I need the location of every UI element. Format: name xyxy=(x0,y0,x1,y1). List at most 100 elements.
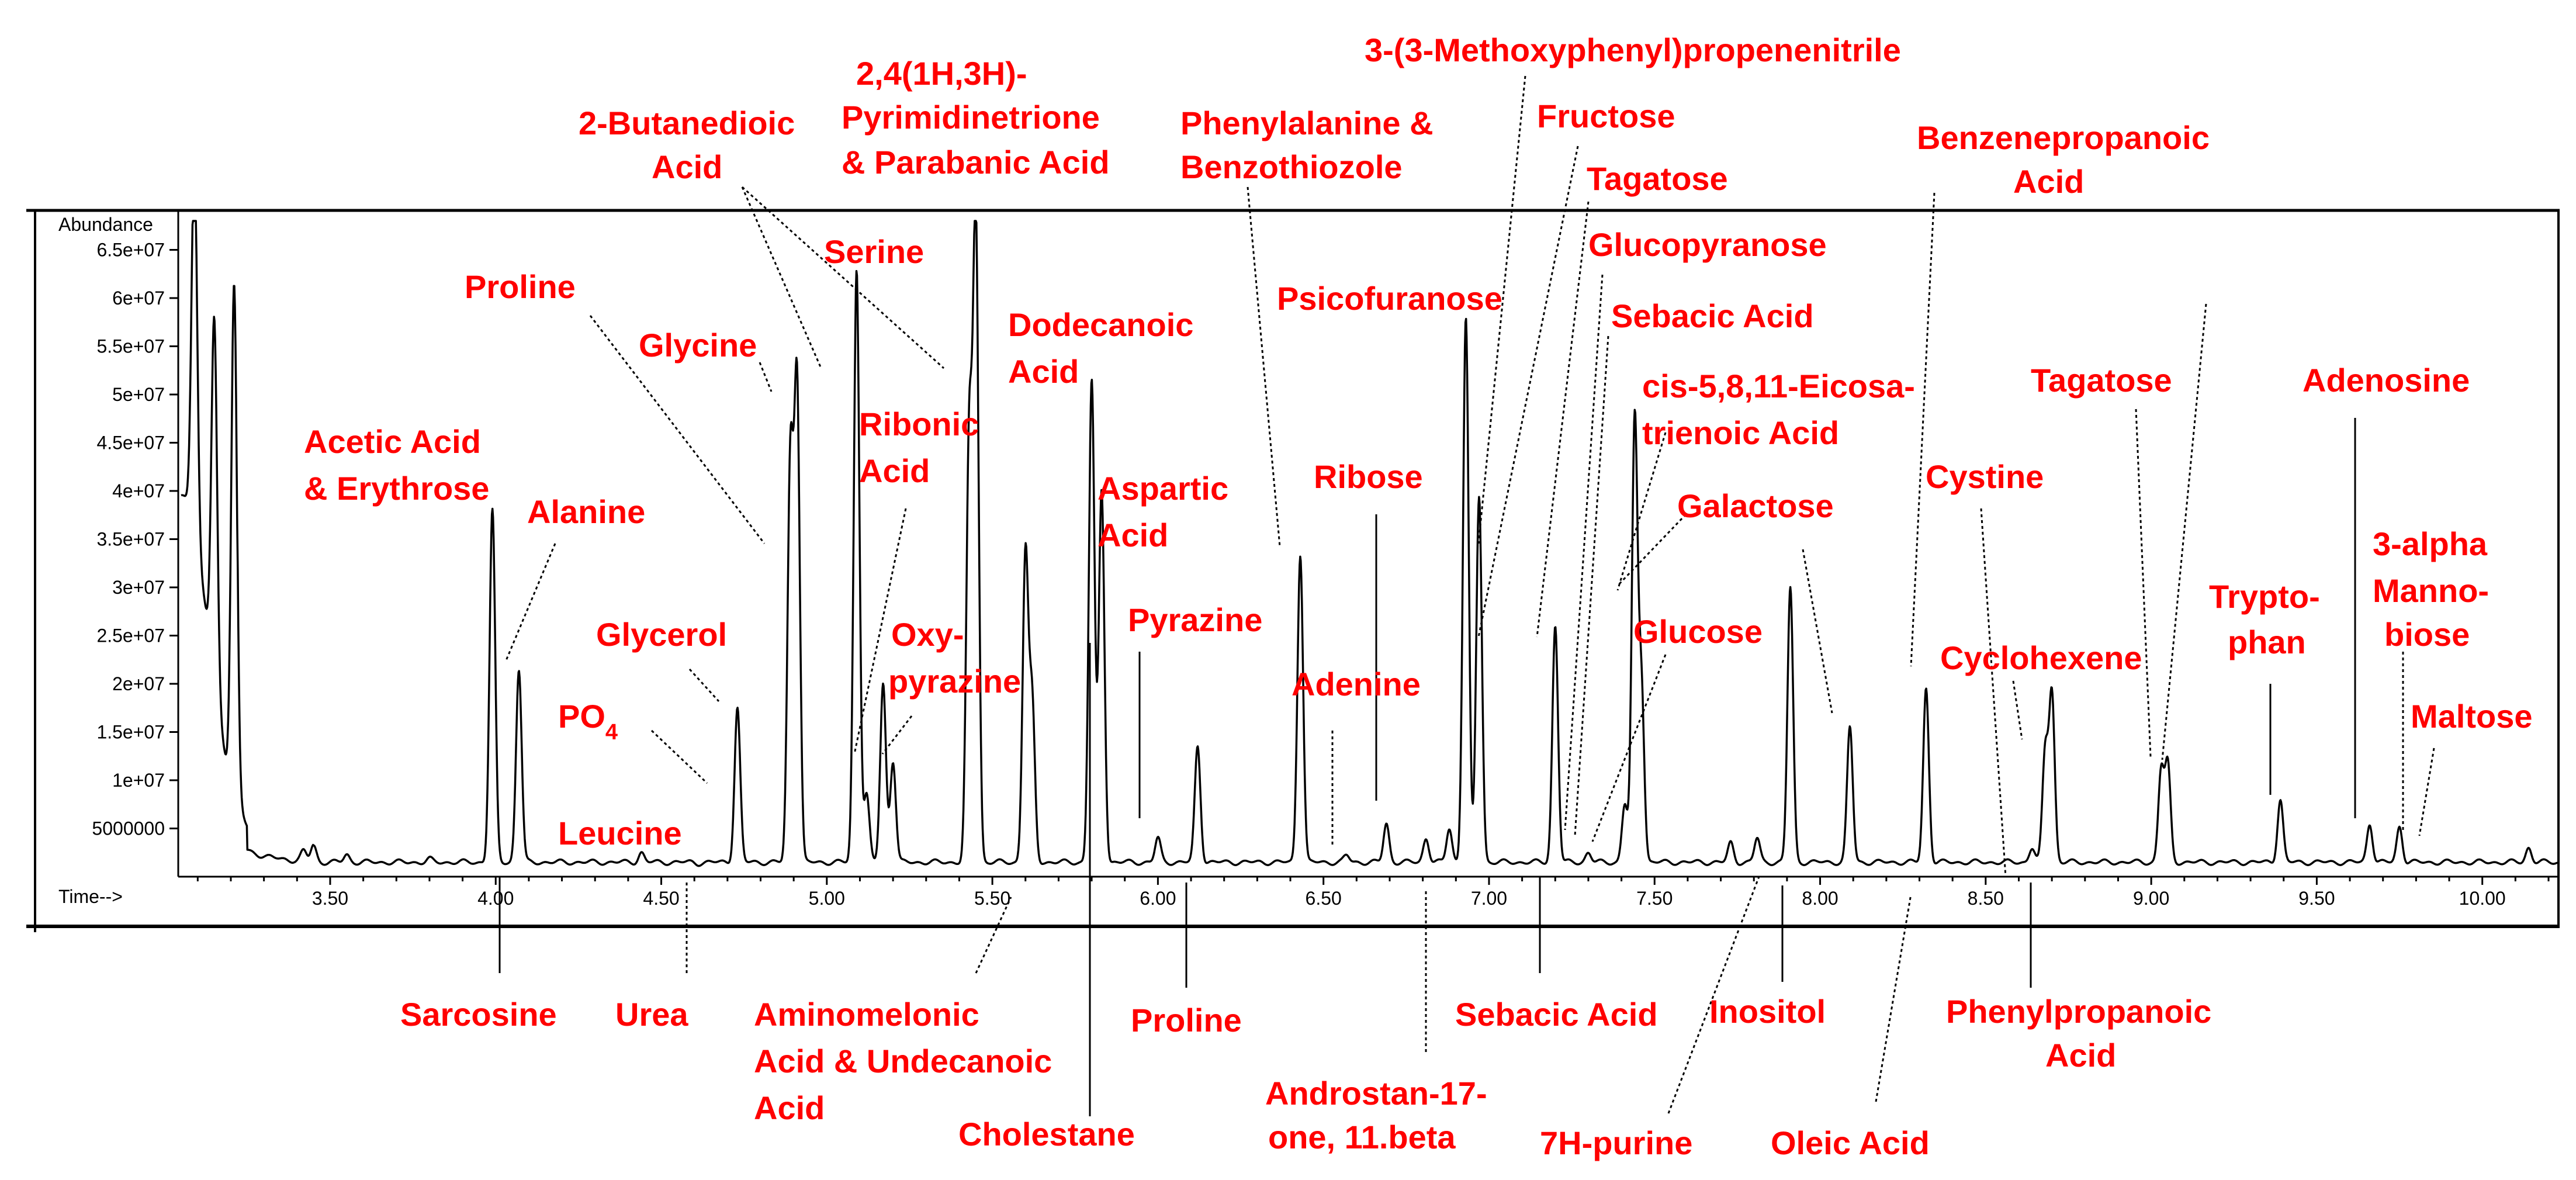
label-ribonic-acid: Acid xyxy=(859,452,930,489)
label-butanedioic-acid: Acid xyxy=(652,148,722,185)
y-tick-label: 2e+07 xyxy=(112,673,165,694)
leader-oxypyrazine xyxy=(881,715,913,755)
leader-po4 xyxy=(650,729,708,784)
label-aminomelonic: Aminomelonic xyxy=(754,996,979,1033)
label-inositol: Inositol xyxy=(1709,993,1826,1030)
leader-galactose xyxy=(1618,513,1687,586)
label-cholestane: Cholestane xyxy=(958,1116,1135,1153)
label-oxy: Oxy- xyxy=(891,616,964,653)
leader-butanedioic-a xyxy=(741,186,822,369)
y-tick-label: 5000000 xyxy=(92,818,165,839)
label-3-alpha: 3-alpha xyxy=(2373,525,2488,562)
label-tagatose-1: Tagatose xyxy=(1587,160,1728,197)
label-tryptophan: Trypto- xyxy=(2209,578,2320,615)
y-axis-title: Abundance xyxy=(58,214,153,235)
x-tick-label: 7.50 xyxy=(1636,888,1673,909)
leader-galactose-peak xyxy=(1802,549,1833,714)
y-tick-label: 4e+07 xyxy=(112,480,165,501)
label-leucine: Leucine xyxy=(558,815,682,852)
x-tick-label: 6.00 xyxy=(1140,888,1176,909)
label-benzothiozole: Benzothiozole xyxy=(1180,148,1403,185)
y-tick-label: 3.5e+07 xyxy=(96,529,165,550)
label-parabanic-acid: & Parabanic Acid xyxy=(842,144,1110,181)
x-tick-label: 5.00 xyxy=(809,888,845,909)
label-alanine: Alanine xyxy=(527,493,645,530)
y-tick-label: 5.5e+07 xyxy=(96,336,165,357)
y-tick-label: 5e+07 xyxy=(112,384,165,405)
label-urea: Urea xyxy=(615,996,688,1033)
leader-oleic xyxy=(1875,894,1912,1102)
label-phenylpropanoic: Phenylpropanoic xyxy=(1946,993,2211,1030)
label-sebacic-bottom: Sebacic Acid xyxy=(1455,996,1658,1033)
y-axis-ticks: 5000000 1e+07 1.5e+07 2e+07 2.5e+07 3e+07 3.5e… xyxy=(92,240,178,839)
label-androstan-beta: one, 11.beta xyxy=(1268,1119,1456,1155)
y-tick-label: 3e+07 xyxy=(112,577,165,598)
leader-benzenepropanoic xyxy=(1910,192,1936,667)
label-tryptophan-2: phan xyxy=(2228,624,2306,660)
x-tick-label: 8.50 xyxy=(1968,888,2004,909)
x-tick-label: 5.50 xyxy=(974,888,1010,909)
y-tick-label: 6.5e+07 xyxy=(96,240,165,261)
x-tick-label: 7.00 xyxy=(1471,888,1507,909)
leader-aminomelonic xyxy=(975,897,1012,974)
leader-cyclohexene xyxy=(2012,680,2023,740)
x-axis-title: Time--> xyxy=(58,886,123,907)
label-proline-top: Proline xyxy=(465,268,576,305)
leader-tagatose-2 xyxy=(2135,409,2152,757)
x-tick-label: 4.50 xyxy=(643,888,679,909)
chromatogram-trace xyxy=(181,220,2559,867)
label-fructose: Fructose xyxy=(1537,98,1675,134)
label-oxypyrazine: pyrazine xyxy=(888,663,1021,700)
label-eicosatrienoic-acid: trienoic Acid xyxy=(1642,414,1839,451)
label-undecanoic-acid: Acid xyxy=(754,1089,825,1126)
label-proline-bottom: Proline xyxy=(1131,1002,1242,1039)
x-tick-label: 8.00 xyxy=(1802,888,1838,909)
label-sebacic-top: Sebacic Acid xyxy=(1611,297,1814,334)
label-manno: Manno- xyxy=(2373,572,2489,609)
label-maltose: Maltose xyxy=(2411,698,2533,735)
leader-methoxy xyxy=(1477,75,1526,544)
x-tick-label: 4.00 xyxy=(477,888,514,909)
leader-phenylalanine xyxy=(1247,186,1281,547)
label-dodecanoic-acid: Acid xyxy=(1008,353,1079,390)
label-sarcosine: Sarcosine xyxy=(400,996,557,1033)
leader-tagatose-top xyxy=(1536,201,1590,638)
leader-glucopyranose xyxy=(1564,274,1604,831)
label-aspartic: Aspartic xyxy=(1097,470,1228,507)
label-ribonic: Ribonic xyxy=(859,406,979,442)
x-tick-label: 6.50 xyxy=(1306,888,1342,909)
y-tick-label: 1e+07 xyxy=(112,770,165,791)
label-androstan: Androstan-17- xyxy=(1265,1075,1487,1112)
label-galactose: Galactose xyxy=(1677,487,1834,524)
y-tick-label: 2.5e+07 xyxy=(96,625,165,646)
leader-fructose xyxy=(1477,146,1579,638)
label-glycine: Glycine xyxy=(639,327,757,364)
leader-proline-top xyxy=(589,315,766,544)
plot-frame xyxy=(26,209,2560,932)
y-tick-label: 4.5e+07 xyxy=(96,432,165,454)
label-glucopyranose: Glucopyranose xyxy=(1588,226,1827,263)
label-biose: biose xyxy=(2384,616,2470,653)
x-tick-label: 3.50 xyxy=(312,888,348,909)
label-benzenepropanoic: Benzenepropanoic xyxy=(1917,119,2210,156)
y-tick-label: 6e+07 xyxy=(112,288,165,309)
leader-sebacic-top xyxy=(1574,335,1609,836)
label-cystine: Cystine xyxy=(1926,458,2044,495)
label-acetic-acid: Acetic Acid xyxy=(304,423,481,460)
compound-labels: Acetic Acid & Erythrose Sarcosine Alanin… xyxy=(304,32,2533,1161)
x-tick-label: 10.00 xyxy=(2459,888,2506,909)
label-glucose: Glucose xyxy=(1633,613,1763,650)
label-undecanoic: Acid & Undecanoic xyxy=(754,1043,1052,1079)
leader-glucose xyxy=(1591,654,1667,842)
label-phenylpropanoic-acid: Acid xyxy=(2045,1037,2116,1074)
label-butanedioic: 2-Butanedioic xyxy=(579,105,795,141)
leader-alanine xyxy=(505,543,556,661)
leader-butanedioic-b xyxy=(741,186,945,369)
leader-purine xyxy=(1667,876,1760,1114)
label-psicofuranose: Psicofuranose xyxy=(1277,280,1502,317)
label-ribose: Ribose xyxy=(1314,458,1423,495)
leader-tagatose-2b xyxy=(2161,303,2207,760)
label-po4: PO4 xyxy=(558,698,618,745)
label-methoxyphenyl-propenenitrile: 3-(3-Methoxyphenyl)propenenitrile xyxy=(1365,32,1901,68)
